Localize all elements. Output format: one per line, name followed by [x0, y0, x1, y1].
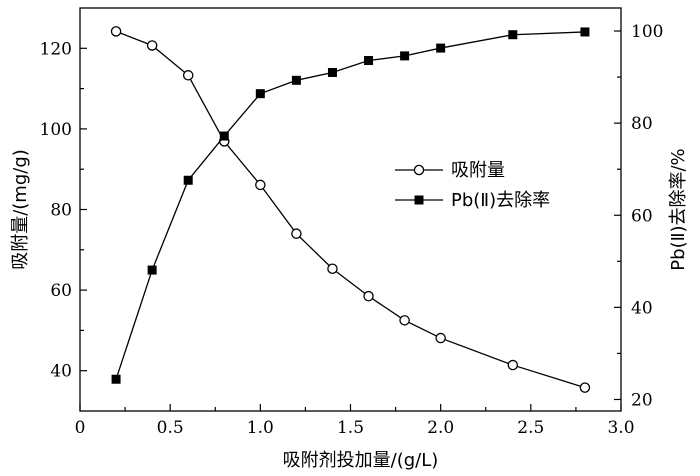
- x-tick-label: 3.0: [607, 418, 634, 438]
- data-point: [400, 51, 410, 61]
- legend-marker: [413, 164, 425, 176]
- x-axis-title: 吸附剂投加量/(g/L): [283, 450, 439, 471]
- data-point: [327, 263, 338, 274]
- data-point: [579, 382, 591, 393]
- legend-label: 吸附量: [451, 160, 505, 181]
- data-point: [147, 265, 157, 275]
- data-point: [182, 70, 194, 81]
- x-tick-label: 1.5: [337, 418, 364, 438]
- y-left-tick-label: 60: [50, 281, 72, 301]
- series-line-1: [115, 31, 585, 380]
- y-right-tick-label: 100: [631, 22, 663, 42]
- data-point: [255, 179, 266, 191]
- data-point: [146, 40, 158, 51]
- data-point: [364, 56, 374, 66]
- legend: 吸附量 Pb(Ⅱ)去除率: [395, 160, 550, 211]
- data-point: [291, 228, 302, 239]
- data-point: [363, 290, 374, 302]
- y-left-tick-label: 80: [50, 201, 72, 221]
- data-point: [219, 131, 229, 141]
- legend-label: Pb(Ⅱ)去除率: [451, 190, 550, 211]
- y-right-tick-label: 60: [631, 206, 653, 226]
- y-left-axis-title: 吸附量/(mg/g): [10, 149, 31, 270]
- x-tick-label: 0.5: [157, 418, 184, 438]
- x-tick-label: 2.5: [517, 418, 544, 438]
- data-point: [255, 89, 265, 99]
- data-point: [508, 30, 518, 40]
- data-point: [110, 26, 122, 37]
- y-right-tick-label: 80: [631, 114, 653, 134]
- data-point: [436, 43, 446, 53]
- y-left-tick-label: 100: [40, 120, 72, 140]
- x-tick-label: 1.0: [247, 418, 274, 438]
- series-line-0: [115, 30, 586, 389]
- x-tick-label: 2.0: [427, 418, 454, 438]
- y-left-tick-label: 40: [50, 362, 72, 382]
- data-point: [399, 315, 410, 326]
- y-right-tick-label: 20: [631, 390, 653, 410]
- data-point: [580, 27, 590, 37]
- data-point: [183, 175, 193, 185]
- legend-marker: [414, 195, 424, 205]
- y-left-tick-label: 120: [40, 39, 72, 59]
- x-tick-label: 0: [75, 418, 86, 438]
- data-point: [291, 75, 301, 85]
- y-right-tick-label: 40: [631, 298, 653, 318]
- data-point: [435, 332, 446, 344]
- data-point: [111, 374, 121, 384]
- data-point: [327, 67, 337, 77]
- data-point: [507, 359, 519, 371]
- y-right-axis-title: Pb(Ⅱ)去除率/%: [668, 148, 689, 270]
